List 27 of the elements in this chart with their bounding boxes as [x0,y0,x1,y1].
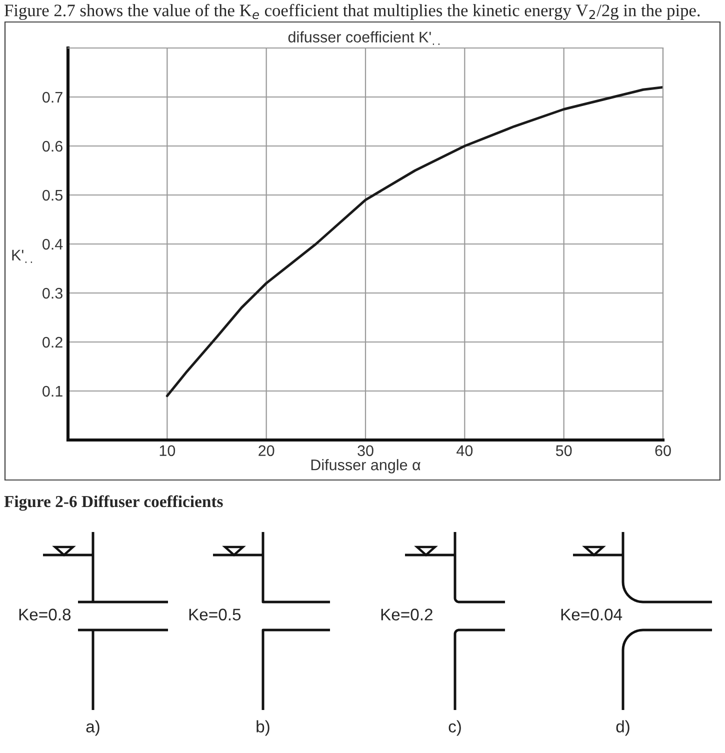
text: Ke=0.04 [561,608,622,620]
y-tick-label: 0.7 [42,92,62,103]
text: a) [86,720,100,736]
x-tick-label: 30 [358,445,374,456]
y-tick-label: 0.3 [42,288,62,299]
text: Ke=0.5 [189,608,241,620]
text: d) [616,720,630,736]
text: Ke=0.8 [19,608,71,620]
x-tick-label: 10 [160,445,176,456]
y-tick-label: 0.5 [42,190,62,201]
y-tick-label: 0.1 [42,386,62,397]
line-series [166,86,663,398]
text: b) [256,720,270,736]
x-tick-label: 40 [456,445,473,456]
x-tick-label: 60 [655,445,671,456]
chart-title: difusser coefficient K'$_{..}$ [288,31,440,45]
text: Ke=0.2 [381,608,432,620]
y-axis-title: K'$_{..}$ [12,250,32,263]
caption: Figure 2-6 Diffuser coefficients [4,495,223,511]
y-tick-label: 0.6 [42,140,62,152]
text: c) [448,720,461,736]
caption: Figure 2.7 shows the value of the K$_{e}$ coefficient that multiplies the kinetic energy V$_{2}$/2g in the pipe. [4,4,700,20]
x-axis-title: Difusser angle α [311,459,420,474]
x-tick-label: 50 [556,445,572,456]
y-tick-label: 0.4 [42,238,63,250]
y-tick-label: 0.2 [42,336,62,348]
x-tick-label: 20 [258,445,274,456]
